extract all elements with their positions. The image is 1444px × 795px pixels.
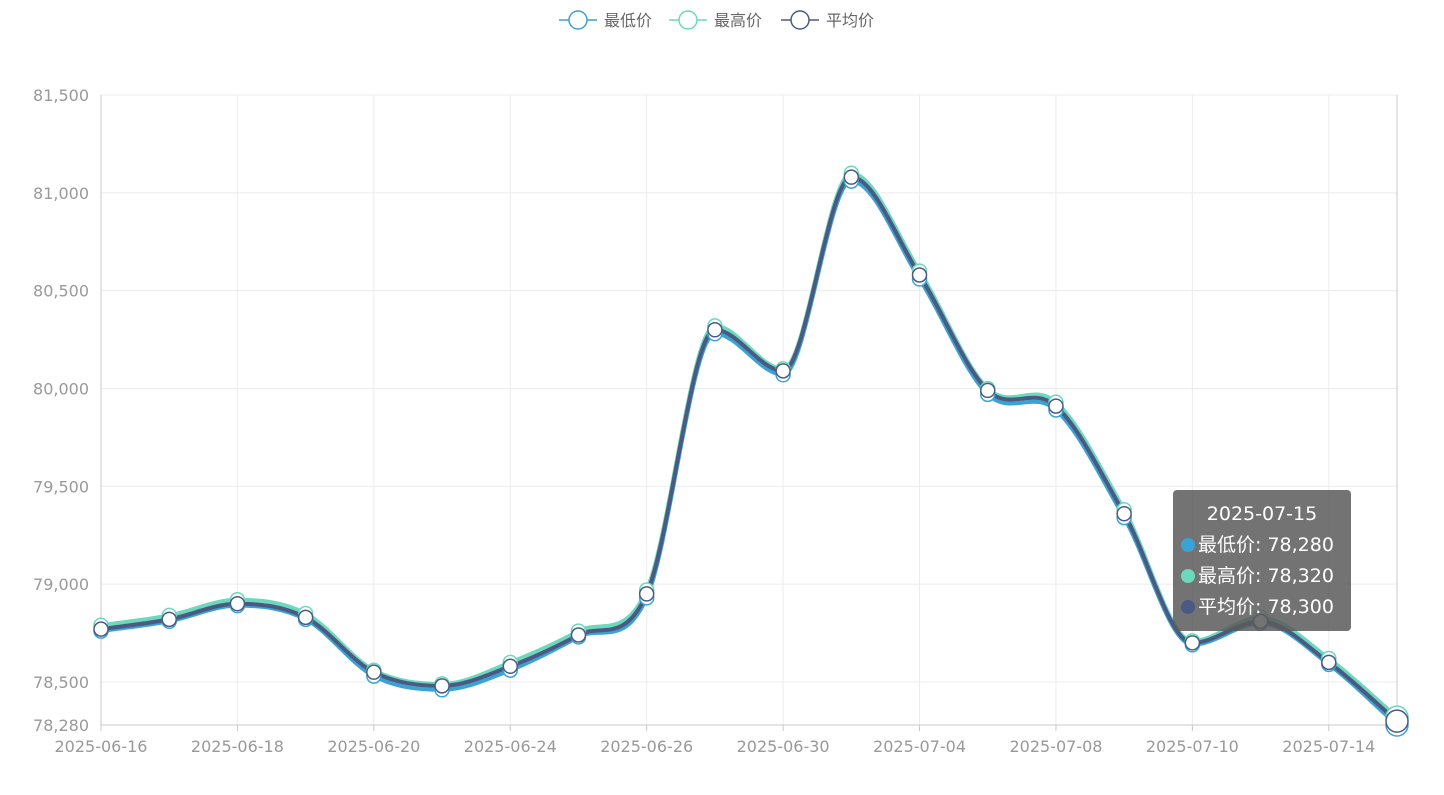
data-point-2[interactable] [1184,635,1201,651]
data-point-2[interactable] [502,658,519,675]
tooltip-label-avg: 平均价: 78,300 [1198,596,1334,618]
series-line-1[interactable] [100,171,1399,719]
data-point-2[interactable] [161,611,177,628]
data-point-2[interactable] [707,322,723,338]
legend-symbol [568,10,588,30]
y-tick-label: 81,500 [33,86,89,105]
data-point-2[interactable] [979,382,996,399]
x-tick-label: 2025-07-14 [1282,737,1375,756]
legend-symbol [678,10,698,30]
data-point-2[interactable] [434,678,450,694]
y-tick-label: 78,500 [33,673,89,692]
tooltip-dot-high [1181,569,1195,583]
y-tick-label: 80,500 [33,282,89,301]
tooltip-row-high: 最高价: 78,320 [1181,561,1343,592]
legend-item-0[interactable]: 最低价 [559,10,652,30]
y-tick-label: 78,280 [33,716,89,735]
data-point-2[interactable] [570,627,587,643]
legend[interactable]: 最低价 最高价 平均价 [559,10,874,30]
data-point-2[interactable] [1385,709,1409,733]
tooltip-label-high: 最高价: 78,320 [1198,565,1334,587]
x-tick-label: 2025-06-24 [464,737,557,756]
data-point-2[interactable] [366,664,382,680]
x-tick-label: 2025-07-08 [1009,737,1102,756]
x-tick-label: 2025-06-20 [327,737,420,756]
legend-item-1[interactable]: 最高价 [669,10,762,30]
axes: 78,280 78,500 79,000 79,500 80,000 80,500 81,0… [33,86,1398,756]
x-tick-label: 2025-06-30 [737,737,830,756]
tooltip-title: 2025-07-15 [1206,503,1318,525]
legend-symbol [790,10,810,30]
data-point-2[interactable] [1116,505,1132,522]
series-lines[interactable] [93,165,1409,737]
tooltip-dot-low [1181,538,1195,552]
tooltip-label-low: 最低价: 78,280 [1198,534,1334,556]
data-point-2[interactable] [93,621,109,637]
tooltip-row-avg: 平均价: 78,300 [1181,592,1343,623]
tooltip: 2025-07-15 最低价: 78,280 最高价: 78,320 平均价: … [1173,490,1351,631]
legend-label: 最高价 [714,11,762,30]
x-tick-label: 2025-06-26 [600,737,693,756]
legend-label: 平均价 [826,11,874,30]
y-tick-label: 79,000 [33,575,89,594]
data-point-2[interactable] [843,169,860,185]
tooltip-dot-avg [1181,600,1195,614]
data-point-2[interactable] [1048,398,1064,414]
x-tick-label: 2025-06-18 [191,737,284,756]
y-tick-label: 79,500 [33,477,89,496]
legend-item-2[interactable]: 平均价 [781,10,874,30]
data-point-2[interactable] [1321,654,1337,671]
data-point-2[interactable] [638,586,655,602]
x-tick-label: 2025-06-16 [55,737,148,756]
data-point-2[interactable] [911,267,928,283]
x-tick-label: 2025-07-04 [873,737,966,756]
y-tick-label: 80,000 [33,379,89,398]
data-point-2[interactable] [229,595,246,612]
x-tick-label: 2025-07-10 [1146,737,1239,756]
legend-label: 最低价 [604,11,652,30]
y-tick-label: 81,000 [33,184,89,203]
data-point-2[interactable] [775,363,791,379]
data-point-2[interactable] [297,609,314,626]
tooltip-row-low: 最低价: 78,280 [1181,530,1343,561]
series-line-2[interactable] [100,175,1399,723]
